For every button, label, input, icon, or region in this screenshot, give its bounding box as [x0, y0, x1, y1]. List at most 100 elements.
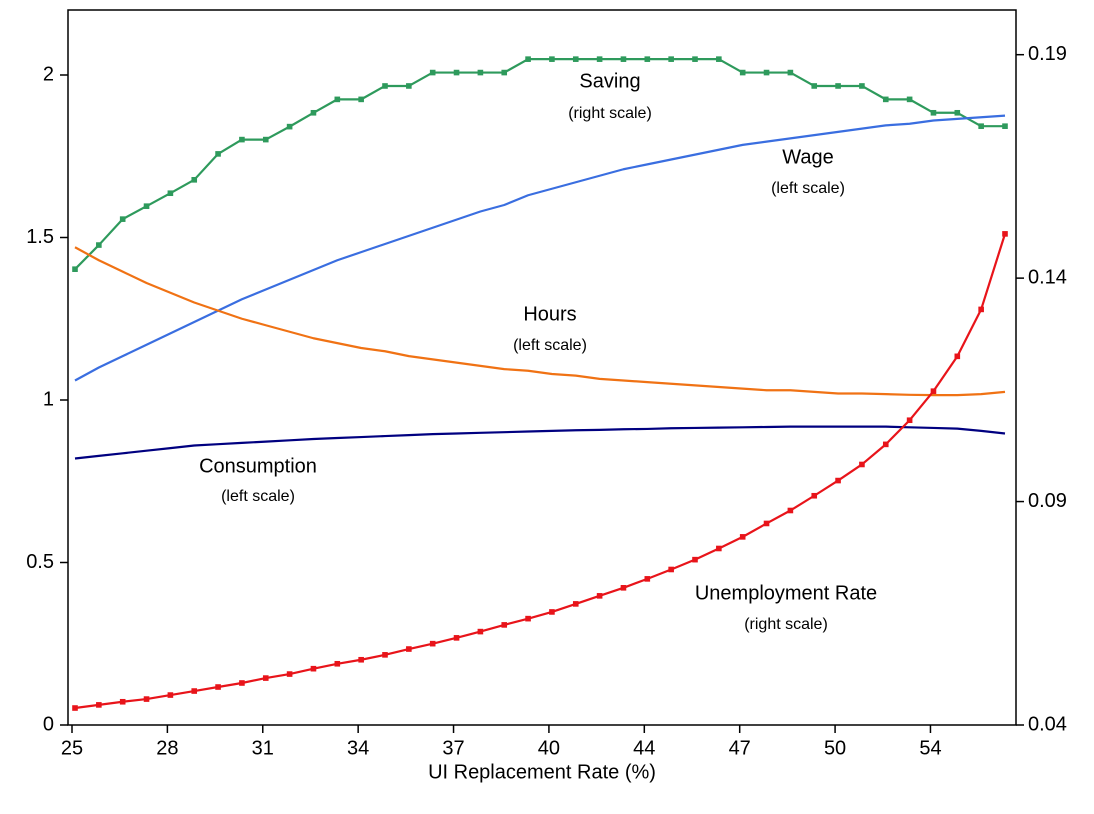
series-marker [119, 698, 126, 705]
y2-tick-label: 0.04 [1028, 713, 1067, 735]
series-line [74, 246, 1006, 397]
series-marker [811, 83, 818, 89]
series-marker [978, 306, 984, 313]
series-marker [572, 601, 579, 607]
series-marker [954, 109, 961, 116]
series-marker [596, 56, 603, 62]
series-marker [239, 680, 245, 686]
series-marker [1002, 231, 1008, 237]
series-marker [906, 417, 913, 424]
series-line [74, 233, 1007, 710]
series-marker [215, 151, 221, 157]
series-marker [668, 566, 674, 573]
x-tick-label: 54 [919, 737, 941, 759]
y-tick-label: 1 [43, 388, 54, 410]
series-marker [262, 136, 269, 143]
series-marker [334, 96, 341, 103]
series-marker [549, 609, 555, 615]
series-marker [692, 56, 698, 62]
series-marker [191, 177, 198, 183]
series-marker [96, 702, 102, 708]
x-tick-label: 40 [538, 737, 560, 759]
series-marker [763, 520, 770, 527]
plot-frame [67, 9, 1017, 726]
series-marker [835, 83, 841, 89]
series-marker [477, 69, 484, 76]
x-tick-label: 28 [156, 737, 178, 759]
series-marker [167, 692, 174, 698]
series-marker [72, 266, 78, 272]
series-marker [358, 96, 364, 103]
series-marker [525, 615, 531, 622]
series-marker [119, 216, 126, 222]
series-marker [286, 123, 293, 130]
series-marker [167, 190, 174, 197]
series-marker [644, 56, 651, 62]
x-tick-label: 34 [347, 737, 369, 759]
series-marker [716, 545, 722, 552]
series-marker [215, 684, 221, 690]
series-marker [811, 492, 818, 499]
series-marker [334, 660, 341, 667]
series-marker [358, 656, 364, 663]
x-axis-label: UI Replacement Rate (%) [428, 761, 656, 783]
series-marker [835, 477, 841, 484]
series-marker [453, 635, 460, 641]
x-tick-label: 50 [824, 737, 846, 759]
y-tick-label: 2 [43, 63, 54, 85]
annotation: (right scale) [744, 616, 828, 633]
series-marker [572, 56, 579, 62]
annotation: Hours [523, 303, 576, 325]
series-marker [978, 123, 984, 129]
series-marker [143, 696, 150, 702]
series-marker [286, 671, 293, 677]
series-marker [620, 56, 627, 62]
x-tick-label: 47 [729, 737, 751, 759]
x-tick-label: 25 [61, 737, 83, 759]
series-marker [1002, 123, 1008, 129]
annotation: (left scale) [513, 337, 587, 354]
series-marker [453, 69, 460, 76]
series-line [74, 58, 1005, 270]
series-marker [859, 83, 865, 89]
x-tick-label: 31 [252, 737, 274, 759]
series-marker [644, 576, 651, 582]
series-marker [382, 83, 388, 89]
annotation: (right scale) [568, 105, 652, 122]
series-marker [596, 593, 603, 599]
annotation: (left scale) [771, 180, 845, 197]
series-marker [954, 353, 961, 360]
series-marker [763, 69, 770, 76]
series-marker [72, 705, 78, 711]
series-marker [620, 585, 627, 591]
series-marker [787, 507, 794, 514]
series-marker [739, 534, 746, 540]
y2-tick-label: 0.09 [1028, 490, 1067, 512]
series-marker [882, 441, 889, 448]
annotation: Consumption [199, 455, 317, 477]
y-tick-label: 1.5 [26, 226, 54, 248]
series-marker [406, 83, 412, 89]
annotation: (left scale) [221, 488, 295, 505]
series-marker [525, 56, 531, 62]
series-line [74, 425, 1006, 460]
series-marker [382, 652, 388, 658]
series-marker [906, 96, 913, 103]
series-marker [739, 69, 746, 76]
series-marker [310, 109, 317, 116]
y-tick-label: 0 [43, 713, 54, 735]
series-marker [262, 675, 269, 681]
y-tick-label: 0.5 [26, 551, 54, 573]
series-marker [930, 109, 937, 116]
series-marker [692, 556, 698, 563]
series-line [74, 114, 1006, 382]
series-marker [501, 622, 508, 628]
series-marker [716, 56, 722, 62]
series-marker [668, 56, 674, 62]
series-marker [882, 96, 889, 103]
series-marker [501, 69, 508, 76]
y2-tick-label: 0.14 [1028, 266, 1067, 288]
series-marker [310, 665, 317, 672]
series-marker [549, 56, 555, 62]
